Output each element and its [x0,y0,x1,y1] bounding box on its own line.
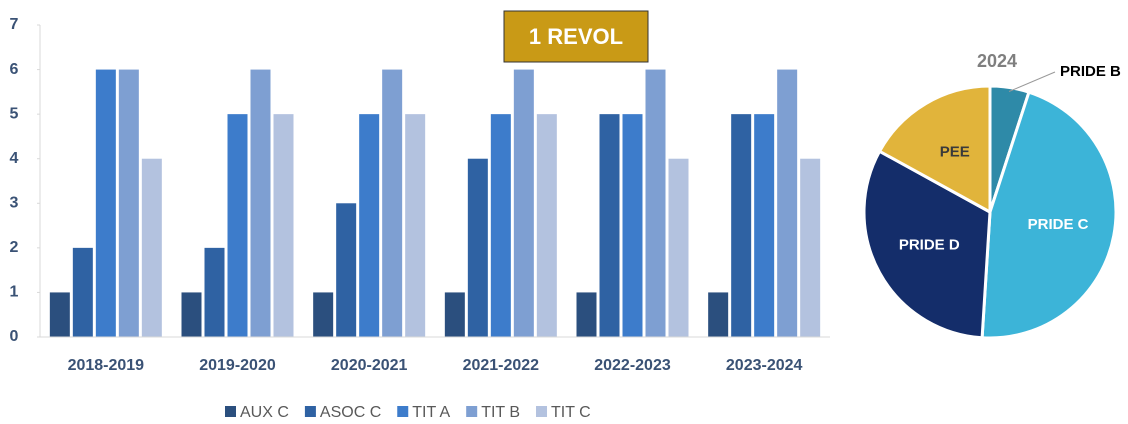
bar [118,69,139,338]
bar [599,114,620,338]
bar [731,114,752,338]
legend-label: TIT C [551,404,591,421]
x-tick-label: 2022-2023 [594,357,671,374]
bar [536,114,557,338]
bar [382,69,403,338]
bar [181,292,202,337]
bar [204,247,225,337]
y-tick-label: 7 [10,16,19,33]
legend-label: AUX C [240,404,289,421]
bar [49,292,70,337]
bar [227,114,248,338]
bar [622,114,643,338]
y-tick-label: 3 [10,195,19,212]
bar [800,158,821,337]
bar [359,114,380,338]
pie-slice [980,90,1118,340]
leader-line [1008,71,1056,92]
y-tick-label: 0 [10,328,19,345]
bar [405,114,426,338]
legend-label: TIT B [481,404,520,421]
legend-swatch [225,406,236,417]
pie-slice [862,149,992,340]
x-tick-label: 2019-2020 [199,357,276,374]
bar [141,158,162,337]
pie-label: PRIDE B [1060,63,1121,80]
bar [250,69,271,338]
y-tick-label: 6 [10,61,19,78]
pie-label: PRIDE C [1028,216,1089,233]
x-tick-label: 2020-2021 [331,357,408,374]
y-tick-label: 4 [10,150,19,167]
pie-slice [877,84,992,215]
bar [336,203,357,337]
bar [467,158,488,337]
pie-label: PRIDE D [899,236,960,253]
bar [72,247,93,337]
y-tick-label: 2 [10,239,19,256]
pie-label: PEE [940,143,970,160]
legend-swatch [397,406,409,417]
bar [645,69,666,338]
x-tick-label: 2018-2019 [68,357,145,374]
legend-label: TIT A [412,404,450,421]
pie-title: 2024 [977,51,1017,71]
bar [313,292,334,337]
chart-title: 1 REVOL [529,24,623,49]
y-tick-label: 1 [10,284,19,301]
bar [513,69,534,338]
bar [668,158,689,337]
bar [754,114,775,338]
title-box [503,10,649,63]
bar [95,69,116,338]
legend-swatch [304,406,316,417]
y-tick-label: 5 [10,105,19,122]
bar [576,292,597,337]
legend-label: ASOC C [320,404,381,421]
bar [777,69,798,338]
x-tick-label: 2021-2022 [463,357,540,374]
bar [708,292,729,337]
legend-swatch [466,406,478,417]
bar [273,114,294,338]
bar [490,114,511,338]
bar [444,292,465,337]
legend-swatch [536,406,548,417]
x-tick-label: 2023-2024 [726,357,803,374]
